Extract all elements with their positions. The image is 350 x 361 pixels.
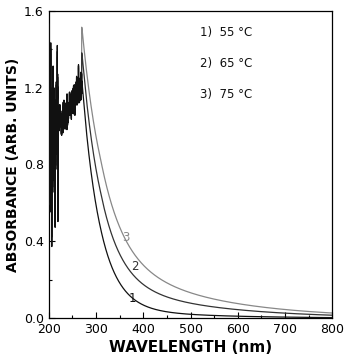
- Y-axis label: ABSORBANCE (ARB. UNITS): ABSORBANCE (ARB. UNITS): [6, 57, 20, 271]
- Text: 3)  75 °C: 3) 75 °C: [201, 87, 253, 100]
- Text: 1: 1: [129, 292, 136, 305]
- X-axis label: WAVELENGTH (nm): WAVELENGTH (nm): [109, 340, 272, 356]
- Text: 3: 3: [122, 231, 129, 244]
- Text: 2)  65 °C: 2) 65 °C: [201, 57, 253, 70]
- Text: 1)  55 °C: 1) 55 °C: [201, 26, 253, 39]
- Text: 2: 2: [131, 260, 139, 273]
